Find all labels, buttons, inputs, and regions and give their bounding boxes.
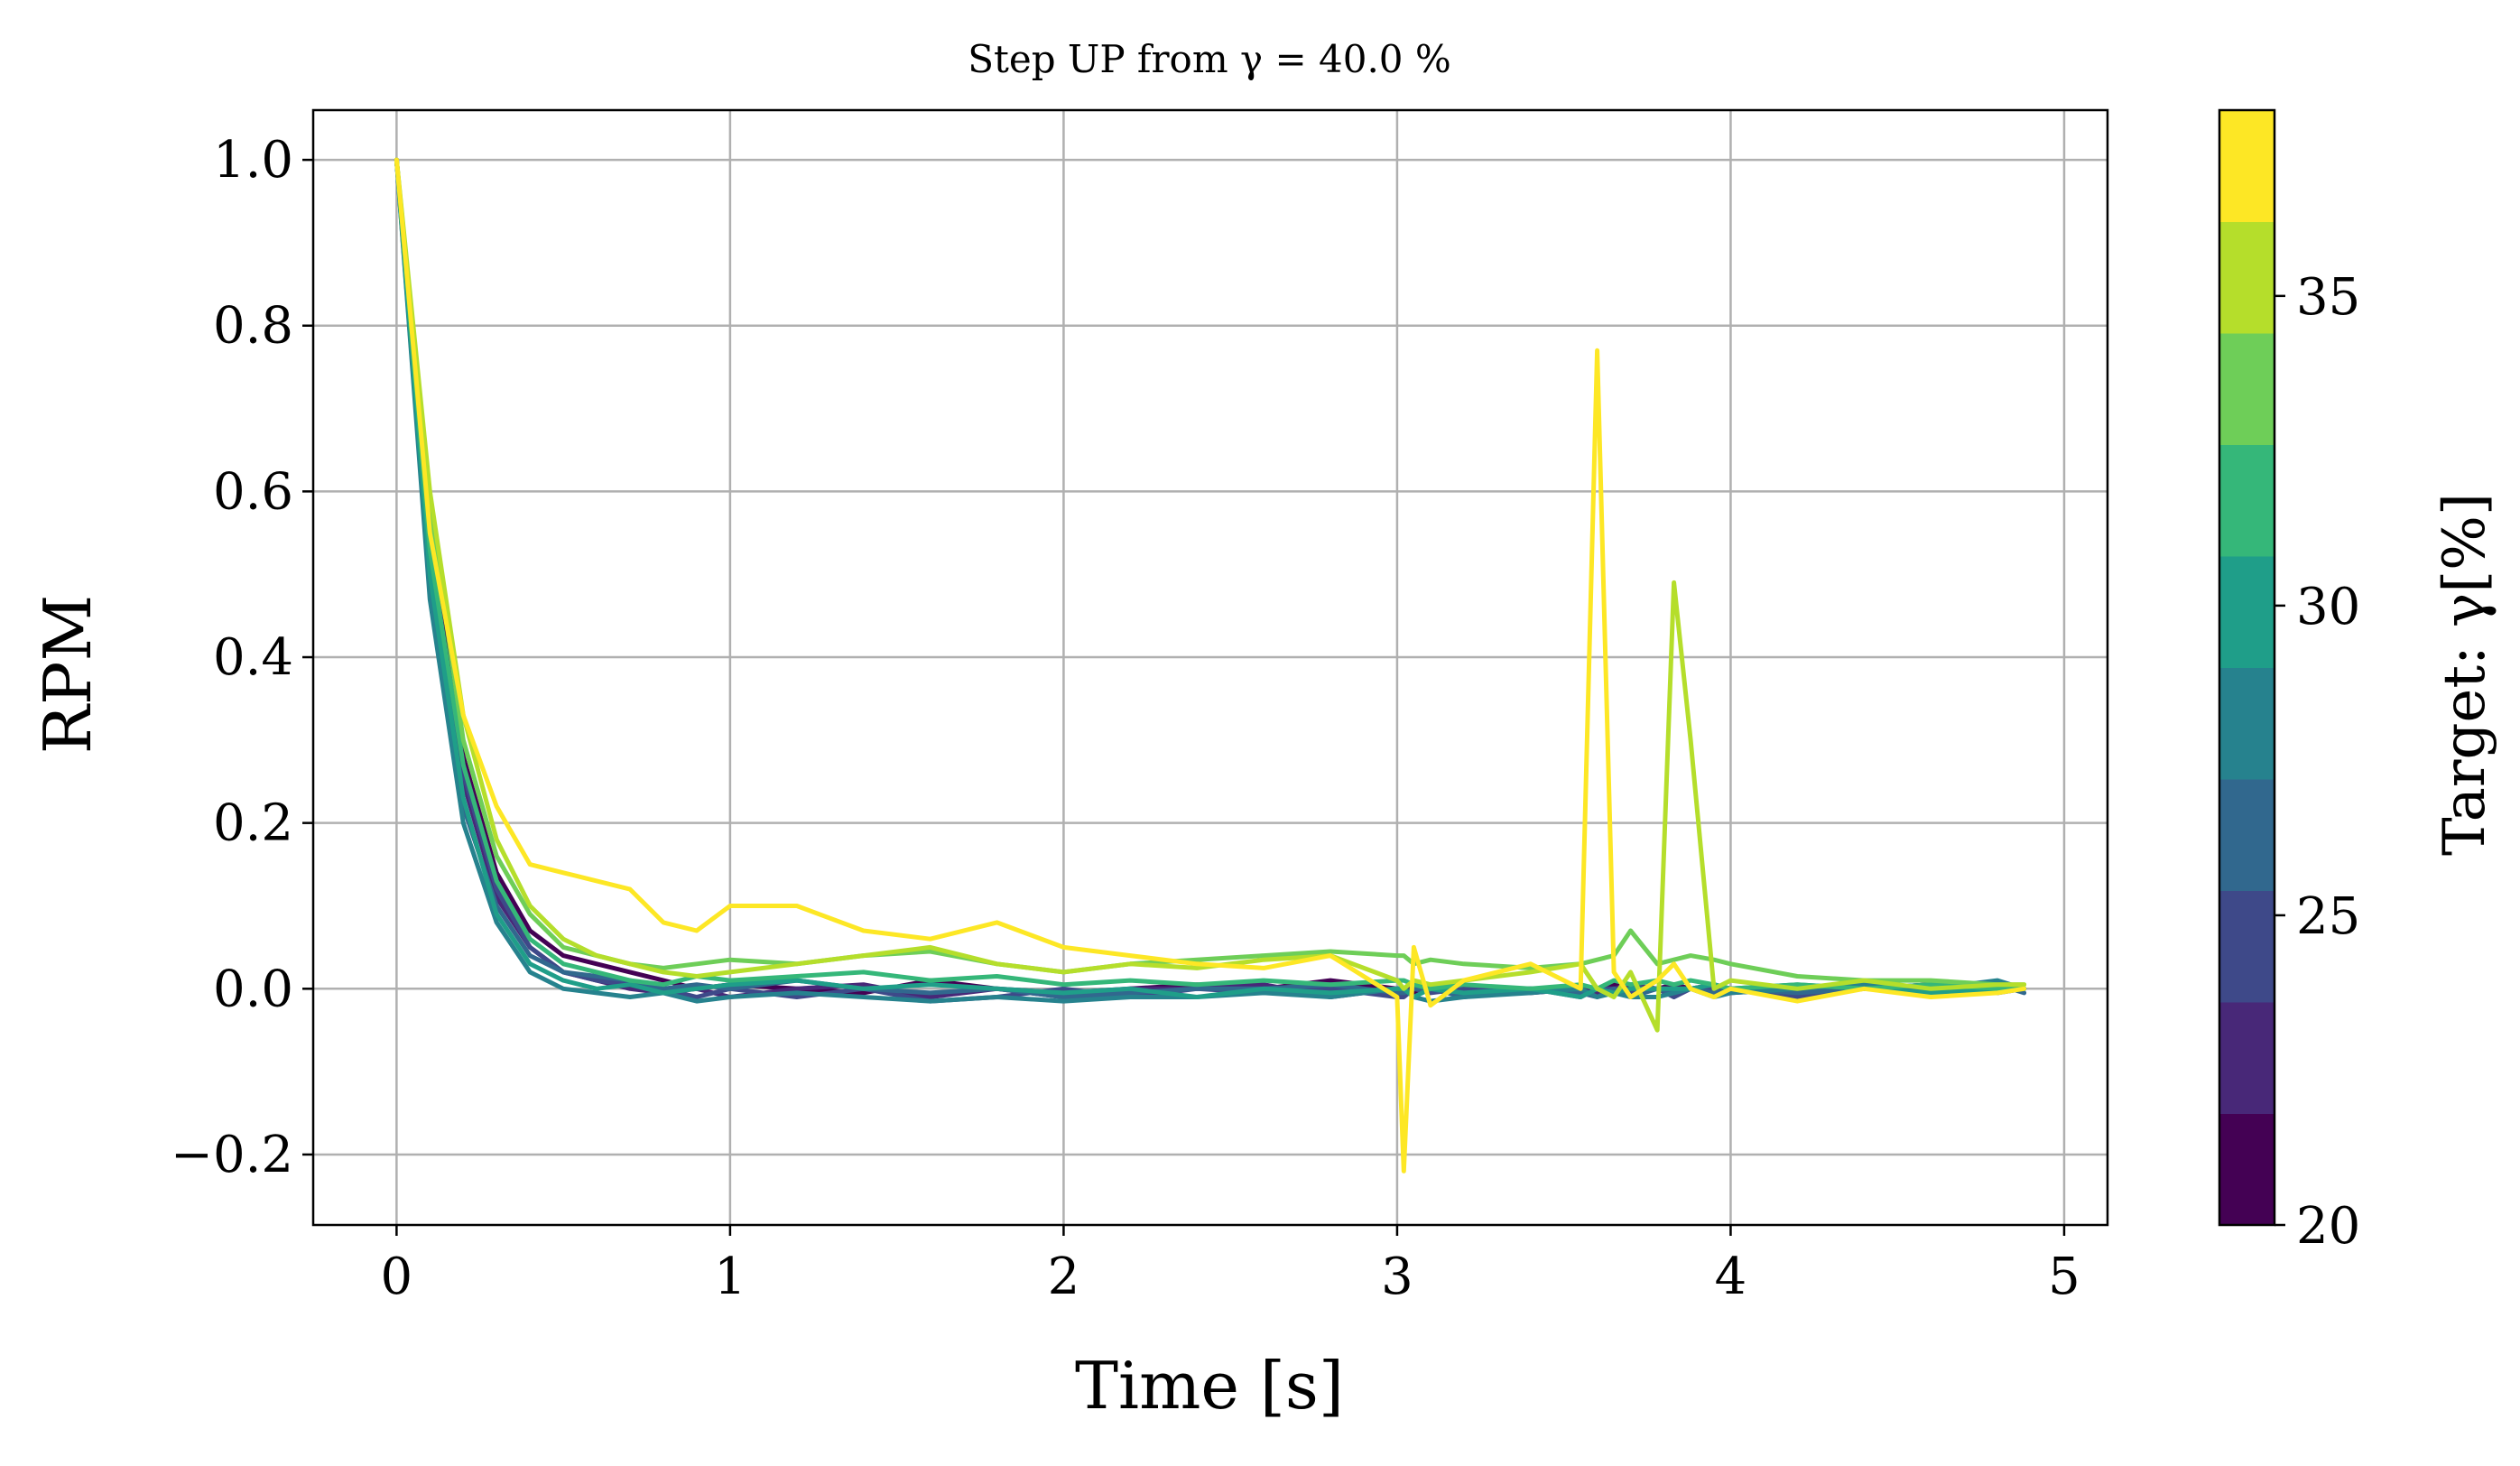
colorbar-segment (2219, 667, 2274, 780)
x-tick-label: 4 (1715, 1248, 1747, 1306)
colorbar-segment (2219, 110, 2274, 222)
chart-title: Step UP from γ = 40.0 % (968, 37, 1451, 81)
colorbar-segment (2219, 221, 2274, 334)
x-tick-label: 3 (1381, 1248, 1413, 1306)
series-line-1 (394, 157, 2027, 999)
plot-frame (311, 108, 2109, 1227)
colorbar-tick-label: 25 (2296, 887, 2360, 946)
series-line-4 (394, 157, 2027, 999)
colorbar-segment (2219, 890, 2274, 1003)
series-line-9 (394, 157, 2027, 1033)
colorbar-segment (2219, 444, 2274, 557)
series-line-10 (394, 157, 2027, 1174)
series-line-5 (394, 157, 2027, 1004)
x-tick-label: 0 (381, 1248, 413, 1306)
series-line-3 (394, 157, 2027, 1004)
x-axis-label: Time [s] (1075, 1348, 1344, 1424)
series-line-2 (394, 157, 2027, 999)
x-tick-label: 2 (1048, 1248, 1080, 1306)
x-tick-label: 5 (2048, 1248, 2080, 1306)
series-line-6 (394, 157, 2027, 999)
x-axis: 0 1 2 3 4 5 (381, 1225, 2080, 1306)
colorbar-label: Target: γ[%] (2432, 493, 2498, 856)
colorbar-tick-label: 20 (2296, 1197, 2360, 1256)
grid (313, 110, 2108, 1225)
colorbar-frame (2218, 108, 2276, 1227)
y-tick-label: −0.2 (171, 1126, 293, 1184)
colorbar-segment (2219, 556, 2274, 668)
y-tick-label: 0.0 (213, 960, 293, 1018)
y-tick-label: 0.6 (213, 462, 293, 521)
colorbar-tick-label: 35 (2296, 268, 2360, 327)
y-tick-label: 1.0 (213, 131, 293, 190)
series-line-7 (394, 157, 2027, 991)
colorbar-segment (2219, 1113, 2274, 1226)
y-axis-label: RPM (30, 595, 106, 754)
y-tick-label: 0.2 (213, 794, 293, 853)
colorbar-segment (2219, 779, 2274, 891)
colorbar-segment (2219, 333, 2274, 445)
colorbar-segment (2219, 1002, 2274, 1114)
series-layer (394, 157, 2027, 1174)
series-line-8 (394, 157, 2027, 988)
colorbar: 20 25 30 35 (2218, 108, 2360, 1256)
colorbar-tick-label: 30 (2296, 578, 2360, 636)
x-tick-label: 1 (714, 1248, 746, 1306)
y-tick-label: 0.8 (213, 297, 293, 356)
y-tick-label: 0.4 (213, 628, 293, 687)
y-axis: −0.2 0.0 0.2 0.4 0.6 0.8 1.0 (171, 131, 313, 1184)
